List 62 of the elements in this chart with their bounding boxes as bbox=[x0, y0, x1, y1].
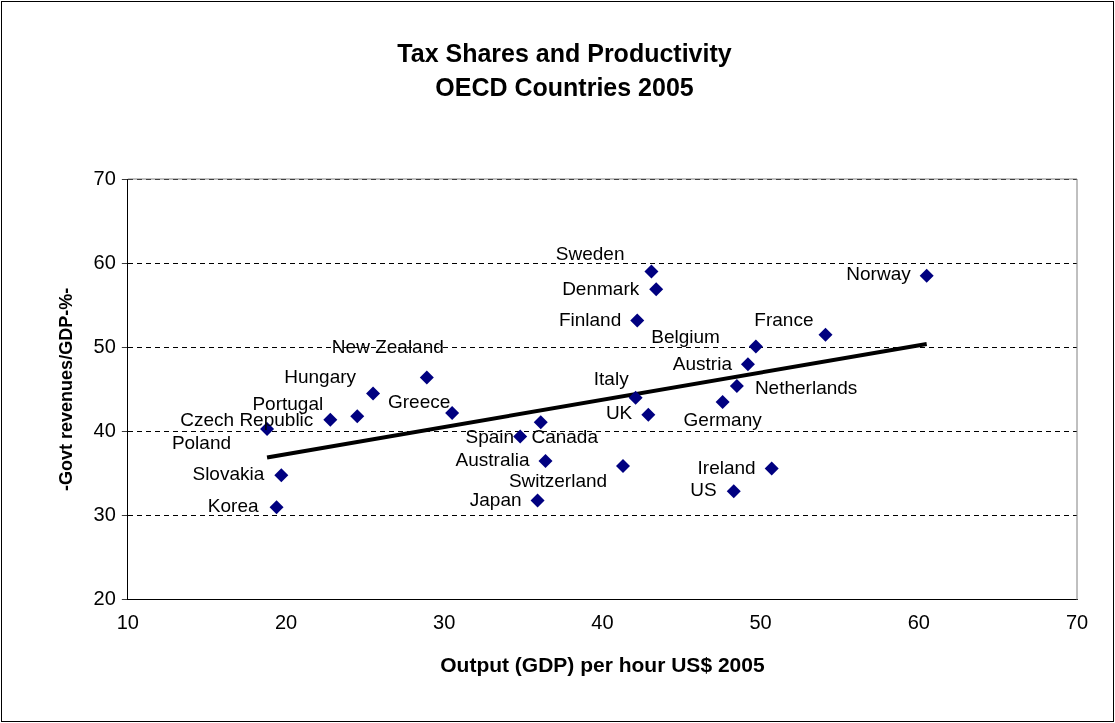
annotation: Italy bbox=[593, 368, 630, 390]
annotation: Slovakia bbox=[192, 463, 265, 485]
annotation: Canada bbox=[531, 426, 599, 448]
point bbox=[513, 429, 528, 444]
x-tick-label: 20 bbox=[274, 611, 298, 634]
point bbox=[649, 282, 664, 297]
x-axis-title: Output (GDP) per hour US$ 2005 bbox=[440, 653, 765, 677]
annotation: Germany bbox=[683, 409, 763, 431]
x-tick-label: 30 bbox=[433, 611, 456, 634]
point bbox=[269, 500, 284, 515]
point bbox=[764, 461, 779, 476]
point bbox=[366, 386, 381, 401]
y-tick-label: 70 bbox=[93, 166, 116, 189]
annotation: Australia bbox=[455, 449, 530, 471]
point bbox=[615, 458, 630, 473]
point bbox=[818, 327, 833, 342]
y-tick-label: 40 bbox=[93, 419, 116, 441]
x-tick-label: 10 bbox=[116, 611, 139, 634]
annotation: Austria bbox=[672, 353, 733, 375]
point bbox=[715, 395, 730, 410]
point bbox=[641, 407, 656, 422]
annotation: UK bbox=[605, 401, 633, 423]
annotation: Spain bbox=[465, 425, 515, 447]
annotation: Finland bbox=[558, 308, 622, 330]
annotation: Denmark bbox=[562, 278, 640, 300]
annotation: Netherlands bbox=[754, 377, 858, 399]
point bbox=[530, 493, 545, 508]
annotation: Greece bbox=[387, 391, 451, 413]
chart-title: Tax Shares and Productivity bbox=[397, 38, 732, 67]
point bbox=[274, 468, 289, 483]
point bbox=[729, 379, 744, 394]
point bbox=[630, 313, 645, 328]
point bbox=[350, 409, 365, 424]
x-tick-label: 40 bbox=[591, 611, 614, 634]
point bbox=[748, 339, 763, 354]
annotation: Poland bbox=[171, 432, 232, 454]
annotation: Hungary bbox=[284, 365, 357, 387]
point bbox=[726, 484, 741, 499]
annotation: Belgium bbox=[651, 325, 720, 347]
annotation: Korea bbox=[207, 495, 259, 517]
annotation: Ireland bbox=[697, 456, 756, 478]
annotation: Sweden bbox=[555, 242, 625, 264]
x-tick-label: 50 bbox=[749, 611, 772, 634]
annotation: France bbox=[754, 308, 814, 330]
x-tick-label: 60 bbox=[907, 611, 930, 634]
x-tick-label: 70 bbox=[1065, 611, 1089, 634]
point bbox=[538, 453, 553, 468]
y-tick-label: 60 bbox=[93, 250, 116, 273]
point bbox=[533, 415, 548, 430]
point bbox=[919, 268, 934, 283]
point bbox=[644, 264, 659, 279]
annotation: Norway bbox=[846, 263, 912, 285]
point bbox=[740, 357, 755, 372]
y-tick-label: 20 bbox=[93, 587, 116, 610]
y-tick-label: 30 bbox=[93, 503, 116, 526]
point bbox=[628, 390, 643, 405]
y-tick-label: 50 bbox=[93, 334, 116, 357]
point bbox=[323, 412, 338, 427]
point bbox=[419, 370, 434, 385]
chart-subtitle: OECD Countries 2005 bbox=[435, 72, 694, 101]
annotation: US bbox=[690, 479, 717, 501]
y-axis-title: -Govt revenues/GDP-%- bbox=[55, 287, 76, 491]
